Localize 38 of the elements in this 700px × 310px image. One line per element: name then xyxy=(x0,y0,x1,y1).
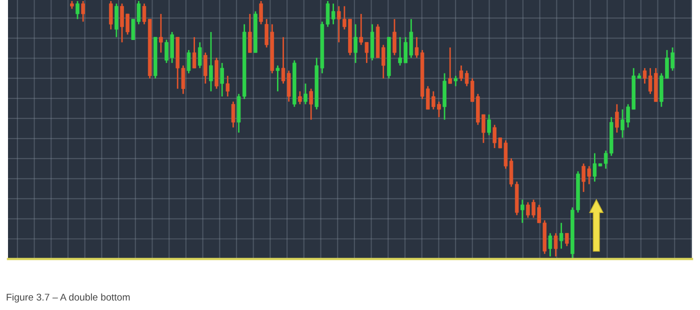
candlestick xyxy=(487,114,491,136)
candlestick xyxy=(81,0,85,22)
candlestick xyxy=(220,62,224,98)
candlestick xyxy=(298,90,302,105)
candlestick xyxy=(209,31,213,92)
caption: Figure 3.7 – A double bottom xyxy=(6,293,130,303)
candlestick xyxy=(248,13,252,54)
candlestick xyxy=(559,222,564,250)
candlestick xyxy=(454,75,458,87)
candlestick xyxy=(520,198,524,224)
candlestick xyxy=(414,36,419,58)
candlestick xyxy=(226,75,230,98)
candlestick xyxy=(231,100,236,128)
candlestick xyxy=(204,52,208,84)
candlestick xyxy=(592,152,597,182)
candlestick xyxy=(114,2,118,38)
candlestick xyxy=(198,42,202,69)
candlestick xyxy=(448,46,452,84)
candlestick xyxy=(159,13,163,54)
candlestick xyxy=(309,88,313,120)
candlestick xyxy=(554,232,558,258)
candlestick xyxy=(565,232,569,247)
candlestick xyxy=(548,232,552,258)
candlestick xyxy=(304,82,308,105)
candlestick xyxy=(192,36,196,69)
candlestick xyxy=(615,104,619,134)
candlestick xyxy=(259,0,263,25)
candlestick xyxy=(326,0,330,28)
candlestick xyxy=(354,24,358,64)
candlestick xyxy=(109,0,113,30)
candlestick xyxy=(76,0,80,20)
candlestick xyxy=(331,2,336,25)
candlestick xyxy=(142,2,146,25)
candlestick xyxy=(459,64,464,82)
candlestick xyxy=(276,64,280,92)
candlestick xyxy=(186,49,191,74)
candlestick xyxy=(642,67,647,84)
candlestick xyxy=(392,18,396,56)
